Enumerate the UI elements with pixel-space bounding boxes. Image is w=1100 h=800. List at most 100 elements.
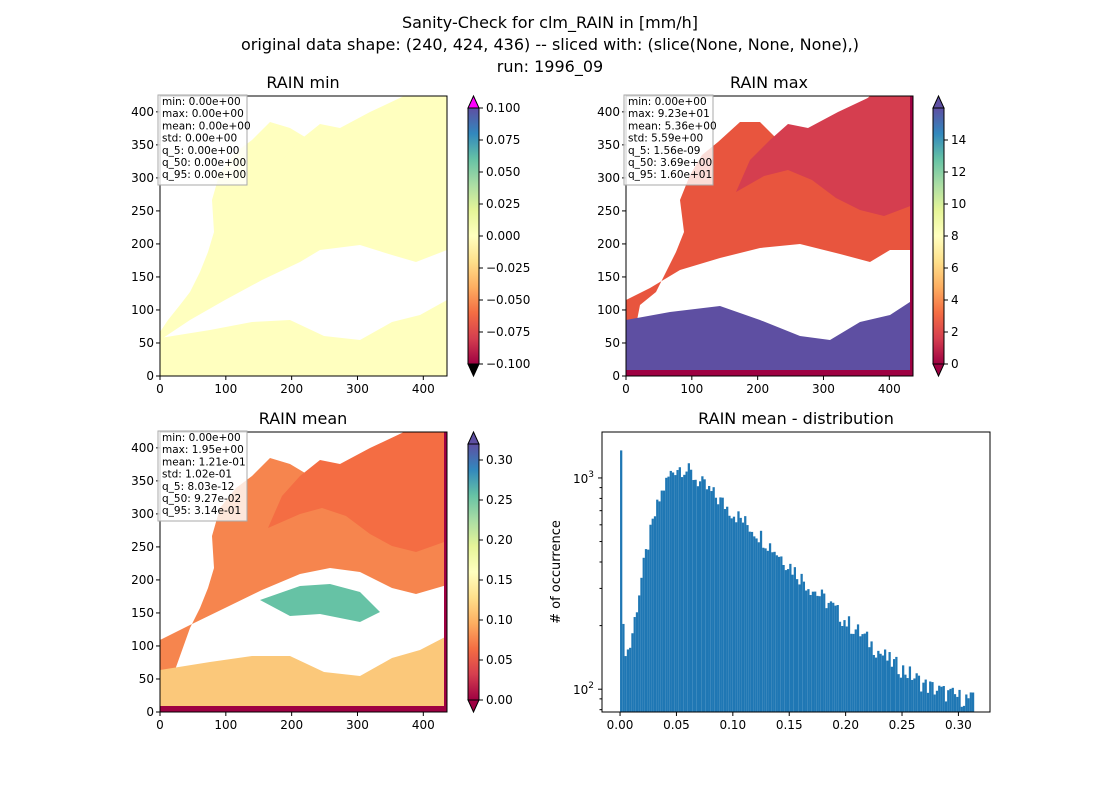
stats-line: q_5: 8.03e-12 xyxy=(162,481,234,493)
histogram-bar xyxy=(771,552,774,712)
histogram-bar xyxy=(712,487,715,712)
histogram-bar xyxy=(739,517,742,712)
stats-line: max: 9.23e+01 xyxy=(628,108,710,120)
plot-frame xyxy=(601,431,991,713)
panel-title: RAIN max xyxy=(730,73,808,92)
colorbar-tick-label: −0.050 xyxy=(486,293,530,307)
colorbar-tick-label: 0.25 xyxy=(486,493,513,507)
histogram-bar xyxy=(782,565,785,712)
x-tick-label: 0.05 xyxy=(663,718,690,732)
colorbar-tick-label: 0.05 xyxy=(486,653,513,667)
panel-title: RAIN mean - distribution xyxy=(698,409,894,428)
y-tick-label: 300 xyxy=(131,507,154,521)
x-axis: 0.00 0.05 0.10 0.15 0.20 0.25 0.30 xyxy=(607,712,972,732)
histogram-bar xyxy=(692,480,695,712)
histogram-bar xyxy=(895,656,898,712)
histogram-bar xyxy=(640,577,643,712)
y-tick-label: 400 xyxy=(131,441,154,455)
histogram-bar xyxy=(845,626,848,712)
histogram-bar xyxy=(674,475,677,712)
colorbar-ticks: 0.100 0.075 0.050 0.025 0.000 −0.025 −0.050 −0.… xyxy=(479,101,530,371)
histogram-bar xyxy=(814,591,817,712)
stats-box-background xyxy=(157,94,248,186)
histogram-bar xyxy=(662,490,666,712)
histogram-bar xyxy=(960,706,963,712)
histogram-bar xyxy=(780,556,783,712)
y-tick-label: 103 xyxy=(573,470,594,486)
histogram-bar xyxy=(888,652,891,712)
colorbar-ticks: 14 12 10 8 6 4 2 0 xyxy=(944,133,966,371)
histogram-bar xyxy=(708,485,711,712)
x-tick-label: 300 xyxy=(346,718,369,732)
land-mask-north xyxy=(268,96,447,216)
y-tick-label: 0 xyxy=(146,369,154,383)
histogram-bar xyxy=(915,673,918,712)
histogram-bar xyxy=(958,689,961,712)
x-tick-label: 0.00 xyxy=(607,718,634,732)
histogram-bar xyxy=(874,657,878,712)
histogram-bar xyxy=(671,472,675,712)
x-tick-label: 400 xyxy=(412,718,435,732)
colorbar-tick-label: 0.15 xyxy=(486,573,513,587)
histogram-bar xyxy=(908,666,912,712)
stats-line: q_95: 1.60e+01 xyxy=(628,169,712,181)
land-mask-south xyxy=(160,300,447,376)
histogram-bar xyxy=(920,691,923,712)
histogram-bar xyxy=(676,470,679,712)
histogram-bar xyxy=(714,497,718,712)
histogram-bar xyxy=(728,515,731,712)
histogram-bar xyxy=(838,621,842,712)
stats-box-background xyxy=(157,430,248,522)
stats-line: min: 0.00e+00 xyxy=(628,96,707,108)
histogram-bar xyxy=(798,584,801,712)
land-field-south xyxy=(160,636,447,712)
colorbar-tick-label: 0.30 xyxy=(486,453,513,467)
frame-boundary xyxy=(160,432,447,712)
panel-title: RAIN min xyxy=(266,73,339,92)
histogram-bar xyxy=(735,522,738,712)
y-axis-label: # of occurrence xyxy=(549,520,564,624)
y-axis: 102 103 xyxy=(573,470,602,711)
stats-line: q_50: 0.00e+00 xyxy=(162,157,246,169)
histogram-bar xyxy=(802,581,806,712)
y-tick-label: 200 xyxy=(131,573,154,587)
x-tick-label: 100 xyxy=(214,718,237,732)
histogram-bar xyxy=(816,595,819,712)
histogram-bar xyxy=(931,682,934,712)
histogram-bar xyxy=(730,518,733,712)
histogram-bar xyxy=(877,650,880,712)
y-tick-label: 350 xyxy=(131,474,154,488)
histogram-bar xyxy=(935,690,939,712)
histogram-bar xyxy=(703,479,706,712)
histogram-bar xyxy=(658,501,661,712)
y-tick-label: 150 xyxy=(131,270,154,284)
x-tick-label: 0.25 xyxy=(889,718,916,732)
histogram-bar xyxy=(796,579,799,712)
histogram-bar xyxy=(829,601,833,712)
histogram-bar xyxy=(793,567,796,712)
stats-line: q_95: 3.14e-01 xyxy=(162,505,241,517)
histogram-bar xyxy=(883,649,887,712)
histogram-bar xyxy=(899,677,903,712)
y-tick-label: 150 xyxy=(597,270,620,284)
y-tick-label: 400 xyxy=(131,105,154,119)
histogram-bar xyxy=(917,675,921,712)
y-tick-label: 250 xyxy=(131,540,154,554)
plot-frame xyxy=(159,95,448,377)
colorbar-body xyxy=(932,107,945,365)
histogram-bar xyxy=(746,525,749,712)
histogram-bar xyxy=(856,624,860,712)
histogram-bar xyxy=(748,531,751,712)
x-tick-label: 400 xyxy=(412,382,435,396)
histogram-bar xyxy=(897,674,900,712)
histogram-bar xyxy=(827,602,830,712)
y-tick-label: 102 xyxy=(573,681,594,697)
y-tick-label: 250 xyxy=(597,204,620,218)
colorbar-tick-label: 2 xyxy=(951,325,959,339)
histogram-bar xyxy=(859,636,862,712)
x-tick-label: 0.30 xyxy=(945,718,972,732)
histogram-bar xyxy=(789,563,792,712)
histogram-bar xyxy=(638,595,641,712)
histogram-bar xyxy=(723,509,727,712)
